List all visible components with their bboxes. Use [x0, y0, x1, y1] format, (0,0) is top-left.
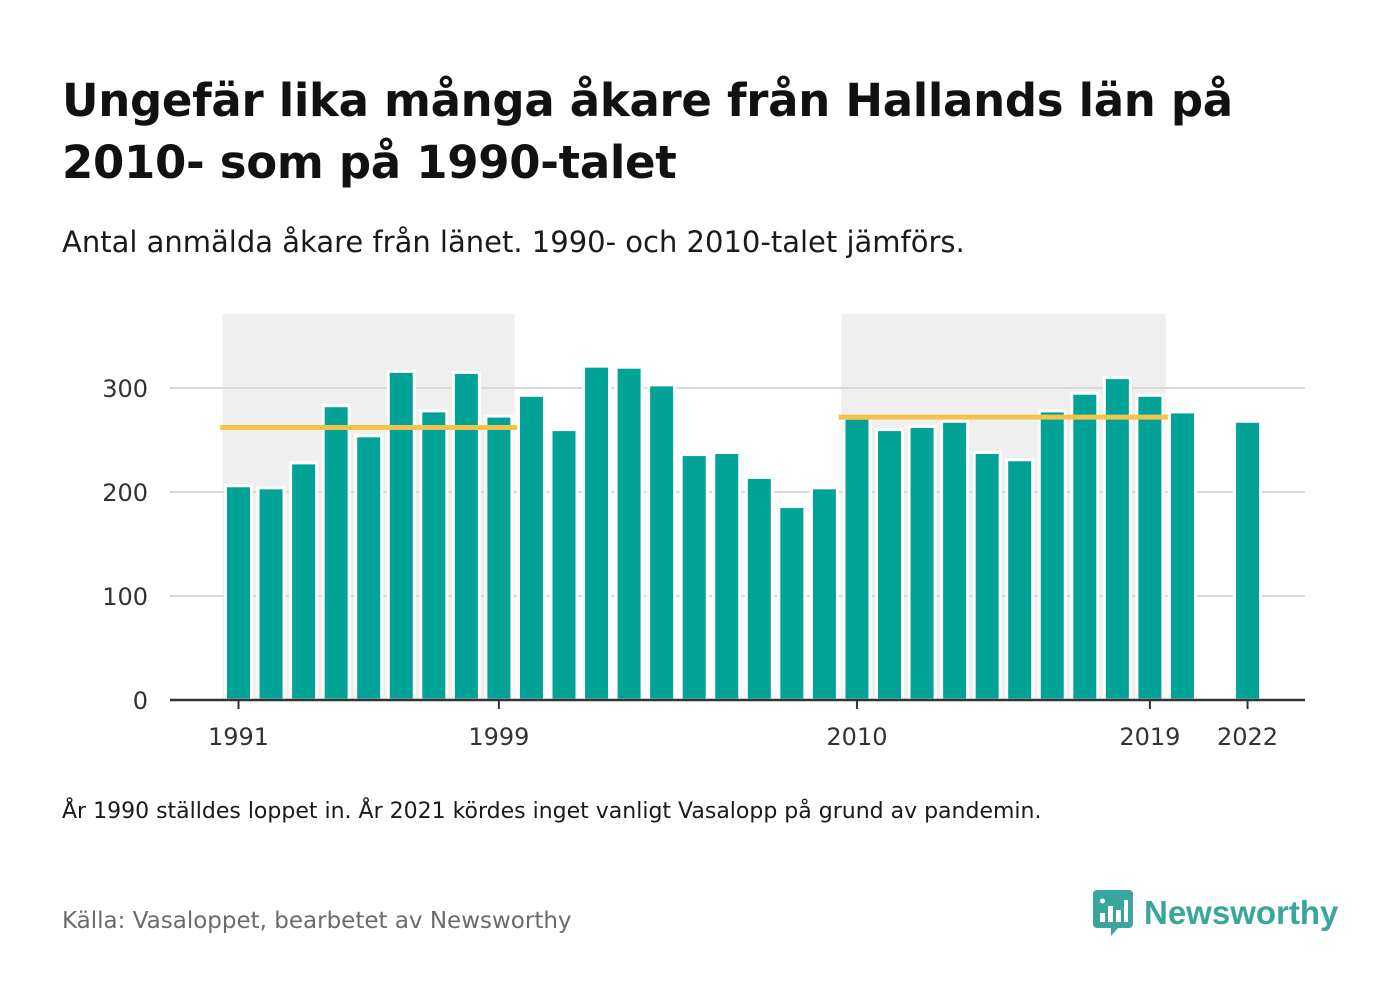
bar-2014: [972, 450, 1002, 702]
bar-2020: [1167, 410, 1197, 702]
axes: 0 100 200 300 1991 1999 2010 2019 2022: [102, 375, 1305, 751]
bars: [224, 364, 1263, 702]
bar-2006: [712, 450, 742, 702]
y-tick-label-100: 100: [102, 583, 148, 611]
bar-2003: [614, 365, 644, 702]
bar-2016: [1037, 409, 1067, 702]
bar-2000: [516, 393, 546, 702]
bar-1998: [451, 370, 481, 702]
x-tick-label-2022: 2022: [1217, 723, 1278, 751]
bar-2008: [777, 505, 807, 702]
bar-2007: [744, 475, 774, 702]
x-tick-label-1999: 1999: [468, 723, 529, 751]
x-tick-label-2019: 2019: [1119, 723, 1180, 751]
bar-1994: [321, 404, 351, 702]
y-tick-label-300: 300: [102, 375, 148, 403]
source-text: Källa: Vasaloppet, bearbetet av Newswort…: [62, 908, 572, 934]
bar-1996: [386, 369, 416, 702]
bar-2015: [1005, 458, 1035, 702]
logo-text: Newsworthy: [1144, 894, 1339, 931]
bar-1991: [224, 484, 253, 702]
bar-1992: [256, 486, 286, 702]
chart-title: Ungefär lika många åkare från Hallands l…: [62, 74, 1233, 189]
bar-2019: [1135, 393, 1165, 702]
average-lines: [220, 414, 1169, 431]
bar-1993: [289, 461, 319, 702]
bar-2018: [1102, 376, 1132, 702]
bar-chart: 0 100 200 300 1991 1999 2010 2019 2022: [102, 314, 1305, 751]
bar-2005: [679, 453, 709, 702]
bar-2013: [940, 419, 970, 702]
newsworthy-logo: Newsworthy: [1092, 888, 1338, 938]
x-tick-label-1991: 1991: [208, 723, 269, 751]
bar-2011: [875, 428, 904, 702]
bar-2022: [1233, 419, 1263, 702]
x-tick-label-2010: 2010: [826, 723, 887, 751]
bar-2004: [647, 383, 677, 702]
bar-1995: [354, 434, 384, 702]
y-tick-label-0: 0: [133, 687, 148, 715]
bar-2012: [907, 424, 937, 702]
bar-1999: [484, 414, 514, 702]
newsworthy-logo-icon: [1093, 890, 1133, 936]
chart-subtitle: Antal anmälda åkare från länet. 1990- oc…: [62, 225, 965, 259]
bar-2009: [809, 486, 839, 702]
y-tick-label-200: 200: [102, 479, 148, 507]
bar-1997: [419, 409, 449, 702]
footnote: År 1990 ställdes loppet in. År 2021 körd…: [62, 799, 1042, 824]
bar-2002: [582, 364, 612, 702]
bar-2001: [549, 428, 579, 702]
bar-2010: [842, 416, 872, 702]
bar-2017: [1070, 391, 1100, 702]
